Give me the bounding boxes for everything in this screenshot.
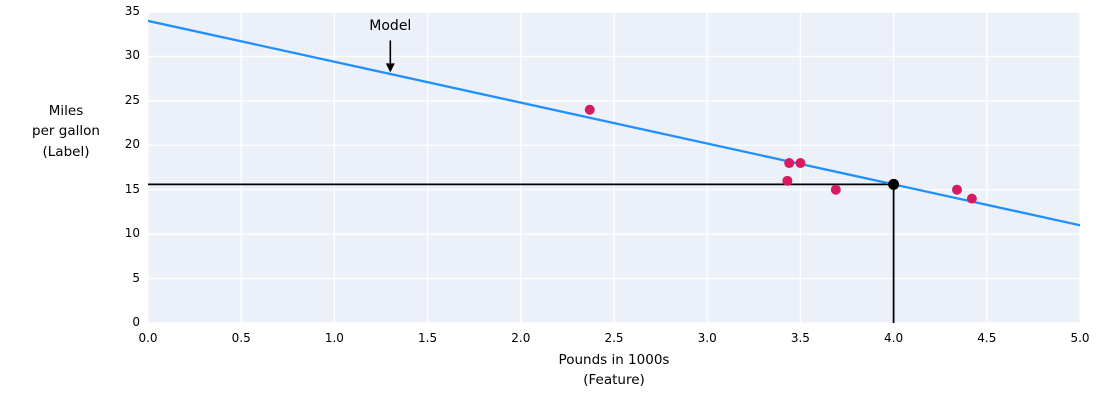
- y-tick-label: 30: [124, 48, 140, 63]
- y-tick-label: 15: [124, 181, 140, 196]
- annotation-arrow-head: [385, 63, 395, 73]
- scatter-point: [951, 184, 962, 195]
- x-tick-label: 3.5: [790, 331, 810, 345]
- x-tick-label: 0.0: [138, 331, 158, 345]
- model-annotation-label: Model: [369, 18, 412, 35]
- scatter-point: [966, 193, 977, 204]
- scatter-point: [795, 158, 806, 169]
- plot-area: [148, 12, 1080, 323]
- prediction-point: [888, 178, 900, 190]
- y-tick-label: 0: [132, 315, 140, 329]
- scatter-point: [784, 158, 795, 169]
- x-tick-label: 2.0: [511, 331, 531, 345]
- x-tick-label: 0.5: [231, 331, 251, 345]
- y-axis-label: Miles per gallon (Label): [32, 103, 100, 160]
- x-tick-label: 5.0: [1070, 331, 1090, 345]
- x-tick-label: 3.0: [697, 331, 717, 345]
- y-tick-label: 35: [124, 4, 140, 18]
- x-tick-label: 4.5: [977, 331, 997, 345]
- y-tick-label: 10: [124, 226, 140, 241]
- x-axis-label: Pounds in 1000s (Feature): [558, 352, 670, 389]
- x-tick-label: 2.5: [604, 331, 624, 345]
- plot-canvas: [148, 12, 1080, 323]
- scatter-point: [830, 184, 841, 195]
- scatter-point: [584, 104, 595, 115]
- x-tick-label: 1.0: [324, 331, 344, 345]
- y-tick-label: 25: [124, 92, 140, 107]
- scatter-point: [782, 175, 793, 186]
- y-tick-label: 5: [132, 270, 140, 285]
- x-tick-label: 1.5: [418, 331, 438, 345]
- x-tick-label: 4.0: [884, 331, 904, 345]
- model-line: [148, 19, 1080, 227]
- y-tick-label: 20: [124, 137, 140, 152]
